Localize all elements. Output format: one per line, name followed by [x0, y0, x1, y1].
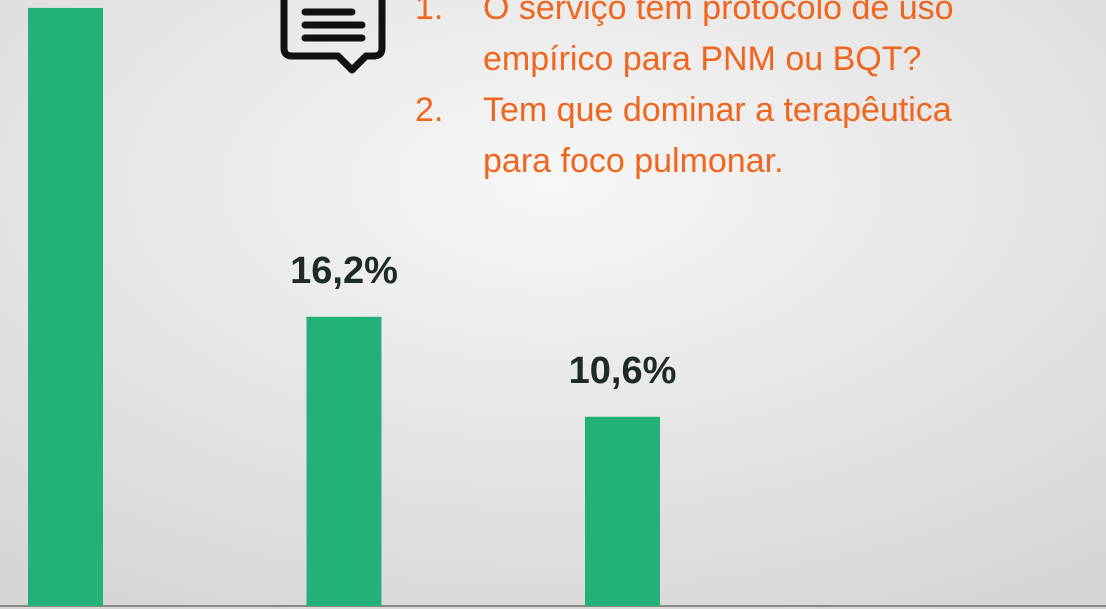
- bar: [28, 7, 103, 607]
- annotation-number: 2.: [415, 91, 443, 129]
- annotation-number: 1.: [415, 0, 443, 27]
- bar: [306, 316, 382, 606]
- value-label: 10,6%: [569, 350, 677, 392]
- bar: [585, 416, 660, 606]
- annotation-text: empírico para PNM ou BQT?: [483, 40, 921, 78]
- annotation-text: para foco pulmonar.: [483, 142, 784, 180]
- value-label: 16,2%: [290, 250, 398, 292]
- note-icon: [280, 0, 386, 74]
- annotation-text: Tem que dominar a terapêutica: [483, 91, 952, 129]
- annotation-text: O serviço tem protocolo de uso: [483, 0, 954, 27]
